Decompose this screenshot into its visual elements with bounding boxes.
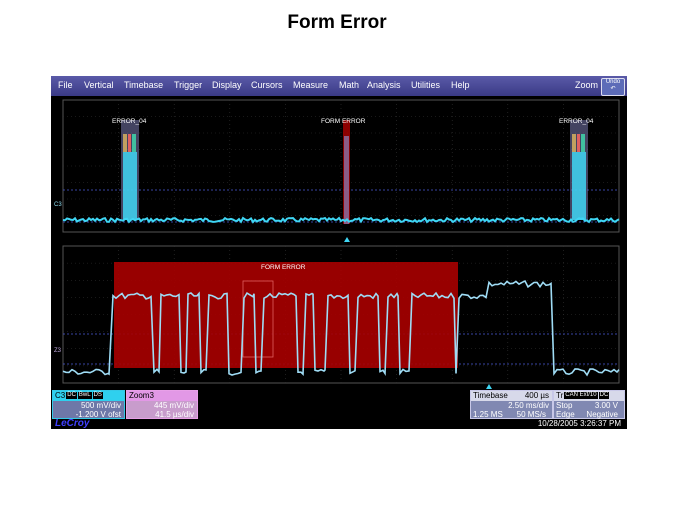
trigger-slope: Negative (586, 410, 618, 419)
form-error-marker-top (343, 120, 350, 224)
top-grid (62, 99, 620, 233)
bottom-trigger-marker-icon (486, 384, 492, 389)
undo-button[interactable]: Undo ↶ (601, 78, 625, 96)
c3-offset: -1.200 V ofst (75, 410, 121, 419)
menu-timebase[interactable]: Timebase (124, 80, 164, 90)
timebase-header: Timebase 400 µs (471, 391, 552, 401)
top-channel-label: C3 (54, 202, 62, 208)
trigger-label: Tr (556, 391, 564, 400)
menu-display[interactable]: Display (212, 80, 242, 90)
scope-display: ERROR_04 FORM ERROR ERROR_04 FORM ERROR (62, 99, 620, 389)
top-trace (62, 216, 620, 224)
timebase-descriptor-box[interactable]: Timebase 400 µs 2.50 ms/div 1.25 MS 50 MS/… (470, 390, 553, 419)
timebase-samples: 1.25 MS (473, 410, 503, 419)
bottom-channel-label: Z3 (54, 348, 62, 354)
error-marker-right (570, 120, 588, 220)
oscilloscope-screenshot: File Vertical Timebase Trigger Display C… (51, 76, 627, 429)
undo-label: Undo (605, 79, 621, 85)
c3-tag-ds: DS (92, 392, 103, 400)
menu-help[interactable]: Help (451, 80, 470, 90)
trigger-edge: Edge (556, 410, 575, 419)
menu-measure[interactable]: Measure (293, 80, 329, 90)
bottom-annotation: FORM ERROR (261, 264, 306, 271)
menu-analysis[interactable]: Analysis (367, 80, 401, 90)
timestamp: 10/28/2005 3:26:37 PM (537, 419, 621, 428)
slide-title: Form Error (287, 12, 387, 33)
timebase-rate: 50 MS/s (516, 410, 546, 419)
menu-trigger[interactable]: Trigger (174, 80, 203, 90)
zoom3-descriptor-box[interactable]: Zoom3 445 mV/div 41.5 µs/div (126, 390, 198, 419)
timebase-label: Timebase (473, 391, 508, 400)
c3-tag-dc: DC (66, 392, 77, 400)
top-annotation-right: ERROR_04 (559, 118, 594, 125)
top-annotation-left: ERROR_04 (112, 118, 147, 125)
c3-name: C3 (55, 391, 66, 400)
trigger-level: 3.00 V (594, 401, 618, 410)
menu-bar: File Vertical Timebase Trigger Display C… (51, 76, 627, 96)
menu-file[interactable]: File (58, 80, 73, 90)
trigger-header: Tr CAN Ext/10 DC (554, 391, 624, 401)
form-error-region (114, 262, 458, 368)
menu-math[interactable]: Math (339, 80, 360, 90)
top-trigger-marker-icon (344, 237, 350, 242)
trigger-coupling: DC (598, 392, 610, 400)
trigger-edge-row: Edge Negative (554, 410, 624, 419)
error-marker-left (121, 120, 139, 220)
lecroy-logo: LeCroy (55, 418, 90, 429)
zoom-menu[interactable]: Zoom (575, 80, 599, 90)
c3-descriptor-box[interactable]: C3 DC BwL DS 500 mV/div -1.200 V ofst (52, 390, 125, 419)
menu-vertical[interactable]: Vertical (84, 80, 114, 90)
c3-tag-bwl: BwL (77, 392, 92, 400)
timebase-delay: 400 µs (524, 391, 549, 400)
timebase-sample-row: 1.25 MS 50 MS/s (471, 410, 552, 419)
trigger-descriptor-box[interactable]: Tr CAN Ext/10 DC Stop 3.00 V Edge Negative (553, 390, 625, 419)
undo-arrow-icon: ↶ (610, 86, 616, 92)
timebase-tdiv: 2.50 ms/div (508, 401, 549, 410)
zoom3-name: Zoom3 (127, 391, 197, 401)
trigger-source: CAN Ext/10 (564, 392, 598, 400)
menu-cursors[interactable]: Cursors (251, 80, 283, 90)
zoom3-vdiv: 445 mV/div (153, 401, 194, 410)
c3-vdiv: 500 mV/div (80, 401, 121, 410)
trigger-mode-row: Stop 3.00 V (554, 401, 624, 410)
top-annotation-center: FORM ERROR (321, 118, 366, 125)
zoom3-tdiv: 41.5 µs/div (155, 410, 194, 419)
trigger-mode: Stop (556, 401, 573, 410)
bottom-trace (62, 279, 620, 377)
c3-header: C3 DC BwL DS (53, 391, 124, 401)
menu-utilities[interactable]: Utilities (411, 80, 441, 90)
